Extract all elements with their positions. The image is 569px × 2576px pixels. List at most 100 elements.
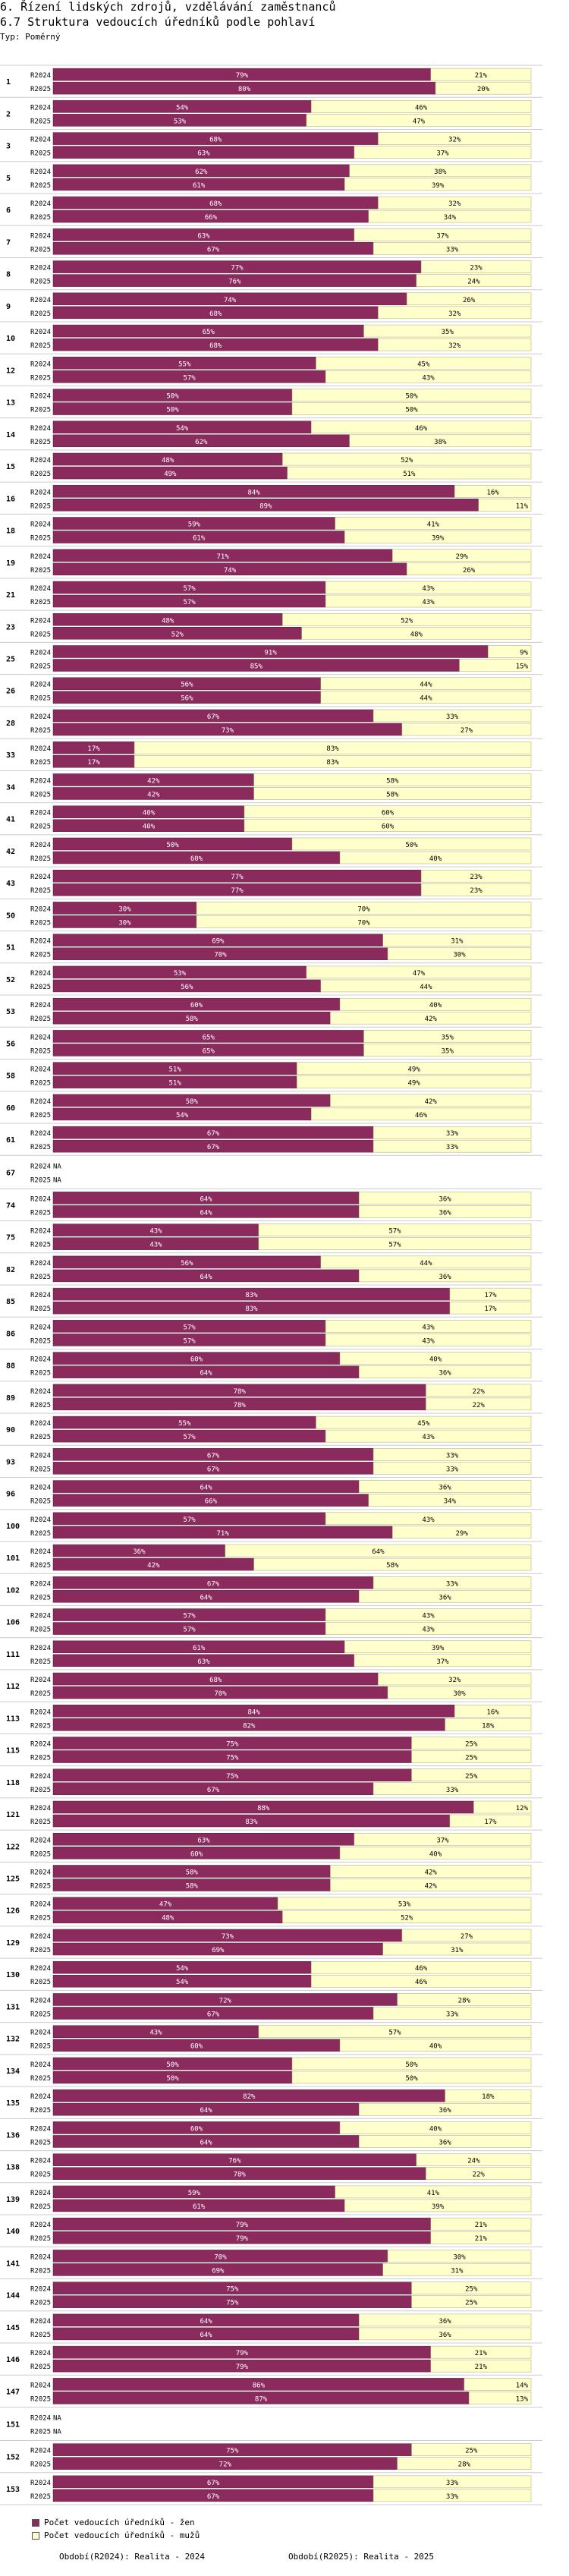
bar-men [373, 2489, 532, 2502]
data-label-men: 16% [486, 489, 499, 496]
data-label-men: 50% [405, 407, 418, 414]
group-label: 56 [6, 1040, 15, 1048]
year-label: R2024 [30, 810, 51, 817]
bar-men [411, 1750, 532, 1763]
data-label-men: 21% [475, 72, 488, 80]
data-label-women: 56% [181, 1260, 193, 1268]
group-label: 93 [6, 1458, 15, 1466]
data-label-men: 33% [446, 1580, 459, 1588]
data-label-men: 34% [444, 1498, 457, 1506]
group-label: 67 [6, 1169, 15, 1177]
group-label: 58 [6, 1072, 15, 1081]
bar-men [411, 2443, 532, 2456]
year-label: R2025 [30, 2395, 51, 2403]
group-label: 7 [6, 238, 11, 247]
data-label-women: 71% [217, 553, 230, 561]
data-label-men: 36% [439, 1195, 451, 1203]
bar-men [325, 1334, 532, 1346]
group-label: 18 [6, 527, 15, 536]
year-label: R2025 [30, 1658, 51, 1666]
data-label-men: 30% [453, 2253, 466, 2261]
bar-men [368, 1494, 532, 1507]
data-label-men: 47% [413, 118, 426, 125]
data-label-men: 52% [401, 457, 413, 464]
data-label-men: 27% [461, 727, 473, 735]
group-label: 151 [6, 2421, 20, 2430]
data-label-men: 26% [463, 567, 476, 575]
data-label-women: 79% [236, 2350, 249, 2357]
bar-men [358, 1365, 532, 1378]
year-label: R2024 [30, 1580, 51, 1588]
year-label: R2024 [30, 2448, 51, 2455]
bar-men [339, 1352, 532, 1365]
year-label: R2024 [30, 2480, 51, 2487]
bar-men [392, 549, 532, 562]
data-label-women: 78% [234, 1402, 247, 1409]
group-label: 85 [6, 1298, 15, 1306]
data-label-women: 62% [195, 439, 208, 446]
data-label-women: 52% [171, 631, 184, 638]
data-label-men: 83% [326, 759, 339, 767]
year-label: R2024 [30, 1708, 51, 1716]
data-label-women: 57% [183, 1627, 196, 1634]
data-label-men: 36% [439, 1370, 451, 1378]
data-label-women: 79% [236, 72, 249, 80]
group-label: 28 [6, 720, 15, 728]
bar-men [330, 1865, 532, 1878]
group-label: 136 [6, 2131, 20, 2140]
data-label-women: 85% [250, 663, 263, 671]
data-label-women: 91% [265, 650, 278, 657]
year-label: R2025 [30, 2139, 51, 2146]
data-label-men: 33% [446, 713, 459, 721]
year-label: R2025 [30, 182, 51, 190]
group-label: 10 [6, 335, 15, 343]
data-label-women: 60% [190, 855, 203, 863]
data-label-men: 33% [446, 1787, 459, 1794]
data-label-women: 40% [143, 824, 156, 831]
data-label-men: 22% [473, 1388, 486, 1396]
data-label-women: 64% [200, 1594, 212, 1601]
data-label-women: 64% [200, 1274, 212, 1281]
bar-men [325, 581, 532, 594]
data-label-men: 36% [439, 2318, 451, 2326]
group-label: 138 [6, 2164, 20, 2172]
bar-men [320, 979, 532, 993]
group-label: 1 [6, 78, 11, 87]
footer-period-2025: Období(R2025): Realita - 2025 [288, 2552, 435, 2562]
year-label: R2025 [30, 1144, 51, 1151]
bar-men [335, 517, 532, 530]
data-label-women: 77% [231, 874, 244, 881]
year-label: R2025 [30, 1498, 51, 1506]
group-label: 139 [6, 2196, 20, 2204]
year-label: R2025 [30, 2363, 51, 2371]
group-label: 134 [6, 2067, 20, 2076]
year-label: R2025 [30, 2075, 51, 2083]
year-label: R2024 [30, 425, 51, 433]
bar-men [358, 2102, 532, 2116]
data-label-women: 60% [190, 2125, 203, 2133]
data-label-women: 64% [200, 2318, 212, 2326]
bar-men [253, 1557, 532, 1571]
bar-men [397, 2457, 532, 2470]
data-label-women: 63% [197, 1658, 210, 1666]
data-label-men: 39% [432, 1645, 445, 1652]
data-label-women: 79% [236, 2363, 249, 2371]
na-label: NA [53, 1176, 61, 1184]
group-label: 52 [6, 976, 15, 984]
year-label: R2025 [30, 952, 51, 959]
year-label: R2024 [30, 1388, 51, 1396]
data-label-women: 54% [176, 425, 189, 433]
year-label: R2025 [30, 2171, 51, 2179]
legend-item-women: Počet vedoucích úředníků - žen [32, 2518, 195, 2527]
year-label: R2024 [30, 1933, 51, 1941]
data-label-men: 21% [475, 2235, 488, 2243]
group-label: 25 [6, 656, 15, 664]
year-label: R2025 [30, 1274, 51, 1281]
data-label-men: 33% [446, 1144, 459, 1151]
bar-men [454, 485, 532, 498]
year-label: R2025 [30, 1112, 51, 1120]
data-label-women: 47% [159, 1901, 172, 1909]
bar-men [325, 1622, 532, 1635]
year-label: R2025 [30, 824, 51, 831]
data-label-women: 72% [219, 1997, 232, 2004]
